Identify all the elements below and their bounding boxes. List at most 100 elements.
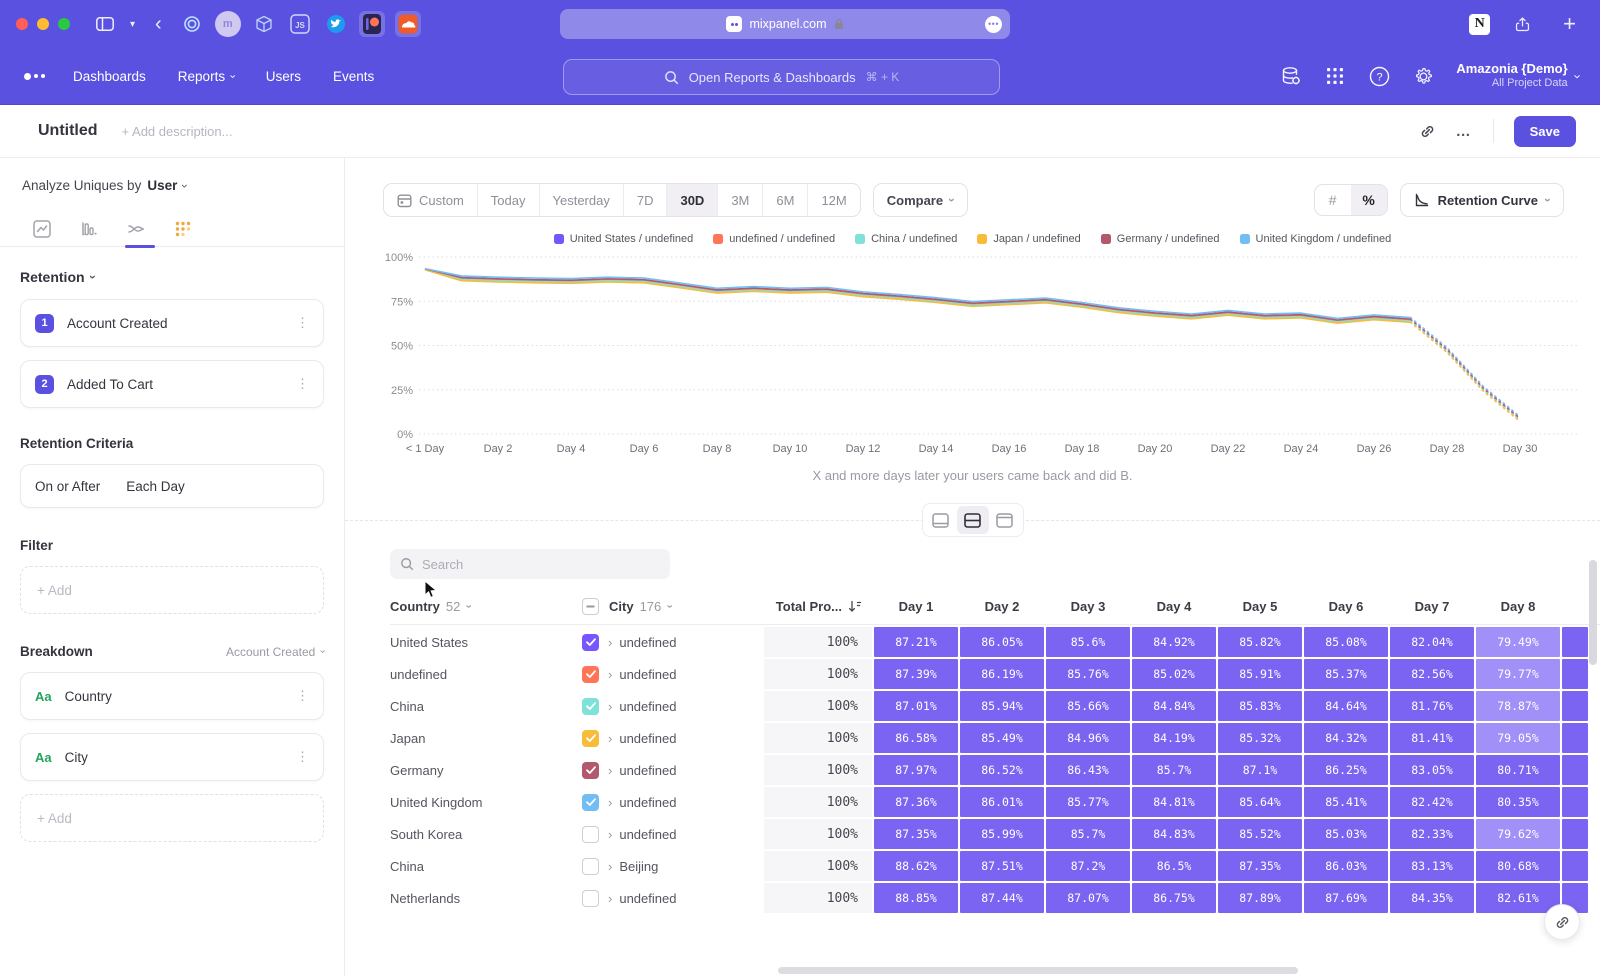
row-checkbox[interactable] — [582, 762, 599, 779]
legend-item-japan-undefined[interactable]: Japan / undefined — [977, 233, 1080, 245]
breakdown-country[interactable]: Aa Country ⋮ — [20, 672, 324, 720]
retention-cell[interactable]: 87.97% — [874, 755, 958, 785]
back-icon[interactable]: ‹ — [155, 13, 162, 36]
table-search-input[interactable] — [422, 557, 642, 572]
project-selector[interactable]: Amazonia {Demo} All Project Data › — [1456, 61, 1580, 91]
cube-icon[interactable] — [251, 11, 277, 37]
retention-cell[interactable]: 87.2% — [1046, 851, 1130, 881]
retention-cell[interactable]: 82.04% — [1390, 627, 1474, 657]
retention-cell[interactable]: 86.03% — [1304, 851, 1388, 881]
retention-cell[interactable]: 82.61% — [1476, 883, 1560, 913]
column-country[interactable]: Country 52 › — [390, 599, 580, 614]
country-cell[interactable]: Germany — [390, 755, 580, 785]
breakdown-add-button[interactable]: + Add — [20, 794, 324, 842]
horizontal-scrollbar[interactable] — [778, 967, 1298, 974]
retention-cell[interactable]: 87.36% — [874, 787, 958, 817]
retention-cell[interactable]: 86.01% — [960, 787, 1044, 817]
column-day-6[interactable]: Day 6 — [1304, 599, 1388, 614]
copy-link-icon[interactable] — [1419, 123, 1436, 140]
retention-cell[interactable]: 88.85% — [874, 883, 958, 913]
column-day-2[interactable]: Day 2 — [960, 599, 1044, 614]
retention-cell[interactable]: 82.42% — [1390, 787, 1474, 817]
expand-chevron-icon[interactable]: › — [608, 667, 612, 682]
analyze-value[interactable]: User — [147, 178, 177, 193]
retention-cell[interactable]: 87.39% — [874, 659, 958, 689]
sort-descending-icon[interactable] — [848, 600, 862, 613]
retention-section-label[interactable]: Retention › — [20, 269, 324, 285]
city-cell[interactable]: ›undefined — [582, 659, 762, 689]
kebab-icon[interactable]: ⋮ — [296, 688, 309, 704]
retention-cell[interactable]: 87.1% — [1218, 755, 1302, 785]
retention-cell[interactable]: 79.77% — [1476, 659, 1560, 689]
retention-cell[interactable]: 80.71% — [1476, 755, 1560, 785]
new-tab-icon[interactable]: + — [1563, 11, 1576, 37]
retention-cell[interactable]: 83.13% — [1390, 851, 1474, 881]
retention-cell[interactable]: 84.35% — [1390, 883, 1474, 913]
range-yesterday[interactable]: Yesterday — [540, 184, 624, 216]
expand-chevron-icon[interactable]: › — [608, 699, 612, 714]
retention-cell[interactable]: 87.01% — [874, 691, 958, 721]
settings-gear-icon[interactable] — [1412, 65, 1434, 87]
retention-cell[interactable]: 86.58% — [874, 723, 958, 753]
legend-item-united-kingdom-undefined[interactable]: United Kingdom / undefined — [1240, 233, 1392, 245]
retention-cell[interactable]: 86.5% — [1132, 851, 1216, 881]
expand-chevron-icon[interactable]: › — [608, 859, 612, 874]
sidebar-toggle-icon[interactable] — [96, 17, 114, 31]
breakdown-scope-selector[interactable]: Account Created › — [226, 645, 324, 659]
retention-cell[interactable]: 85.32% — [1218, 723, 1302, 753]
m-avatar-icon[interactable]: m — [215, 11, 241, 37]
retention-cell[interactable]: 86.75% — [1132, 883, 1216, 913]
save-button[interactable]: Save — [1514, 116, 1576, 147]
step-added-to-cart[interactable]: 2 Added To Cart ⋮ — [20, 360, 324, 408]
vertical-scrollbar[interactable] — [1589, 560, 1597, 665]
country-cell[interactable]: undefined — [390, 659, 580, 689]
apps-grid-icon[interactable] — [1324, 65, 1346, 87]
kebab-icon[interactable]: ⋮ — [296, 376, 309, 392]
retention-cell[interactable]: 86.19% — [960, 659, 1044, 689]
page-title[interactable]: Untitled — [38, 122, 98, 140]
expand-chevron-icon[interactable]: › — [608, 731, 612, 746]
global-search[interactable]: Open Reports & Dashboards ⌘ + K — [563, 59, 1000, 95]
url-more-icon[interactable]: ••• — [985, 16, 1002, 33]
nav-item-reports[interactable]: Reports› — [178, 69, 234, 84]
retention-cell[interactable]: 85.7% — [1132, 755, 1216, 785]
kebab-icon[interactable]: ⋮ — [296, 315, 309, 331]
row-checkbox[interactable] — [582, 826, 599, 843]
retention-cell[interactable]: 85.64% — [1218, 787, 1302, 817]
cloud-app-icon[interactable] — [395, 11, 421, 37]
more-options-icon[interactable]: … — [1456, 123, 1473, 140]
retention-cell[interactable]: 81.76% — [1390, 691, 1474, 721]
share-link-button[interactable] — [1544, 904, 1580, 940]
retention-chart[interactable]: 0%25%50%75%100%< 1 DayDay 2Day 4Day 6Day… — [380, 251, 1592, 462]
retention-cell[interactable]: 87.44% — [960, 883, 1044, 913]
retention-cell[interactable]: 85.03% — [1304, 819, 1388, 849]
row-checkbox[interactable] — [582, 698, 599, 715]
city-cell[interactable]: ›Beijing — [582, 851, 762, 881]
notion-extension-icon[interactable]: N — [1469, 14, 1490, 35]
data-management-icon[interactable] — [1280, 65, 1302, 87]
retention-cell[interactable]: 85.83% — [1218, 691, 1302, 721]
share-icon[interactable] — [1514, 15, 1531, 34]
layout-split-button[interactable] — [957, 506, 989, 534]
retention-cell[interactable]: 84.64% — [1304, 691, 1388, 721]
range-3m[interactable]: 3M — [718, 184, 763, 216]
retention-cell[interactable]: 87.69% — [1304, 883, 1388, 913]
kebab-icon[interactable]: ⋮ — [296, 749, 309, 765]
retention-cell[interactable]: 80.35% — [1476, 787, 1560, 817]
retention-cell[interactable]: 88.62% — [874, 851, 958, 881]
retention-cell[interactable]: 82.33% — [1390, 819, 1474, 849]
retention-cell[interactable]: 79.05% — [1476, 723, 1560, 753]
row-checkbox[interactable] — [582, 890, 599, 907]
retention-cell[interactable]: 85.6% — [1046, 627, 1130, 657]
legend-item-united-states-undefined[interactable]: United States / undefined — [554, 233, 694, 245]
country-cell[interactable]: Netherlands — [390, 883, 580, 913]
range-30d[interactable]: 30D — [667, 184, 718, 216]
column-day-1[interactable]: Day 1 — [874, 599, 958, 614]
select-all-checkbox[interactable] — [582, 598, 599, 615]
add-description[interactable]: + Add description... — [122, 124, 233, 139]
breakdown-city[interactable]: Aa City ⋮ — [20, 733, 324, 781]
retention-cell[interactable]: 86.43% — [1046, 755, 1130, 785]
layout-chart-only-button[interactable] — [925, 506, 957, 534]
column-day-3[interactable]: Day 3 — [1046, 599, 1130, 614]
city-cell[interactable]: ›undefined — [582, 819, 762, 849]
